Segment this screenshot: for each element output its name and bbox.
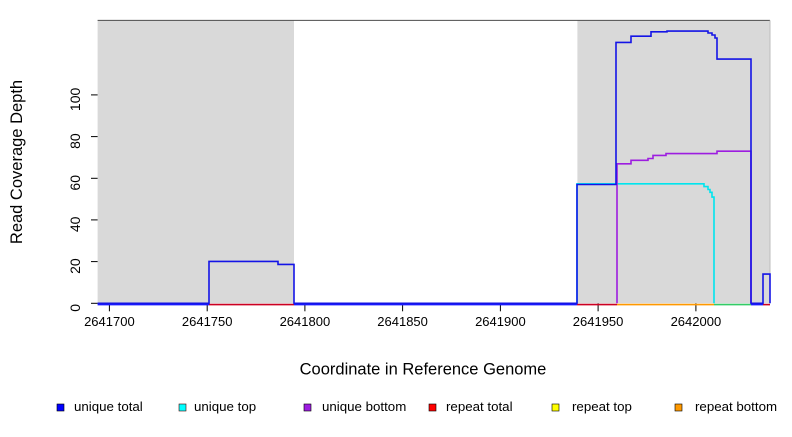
svg-text:unique top: unique top [194, 399, 256, 414]
svg-text:unique total: unique total [74, 399, 143, 414]
svg-text:repeat bottom: repeat bottom [695, 399, 777, 414]
svg-text:2642000: 2642000 [671, 314, 722, 329]
svg-text:2641950: 2641950 [573, 314, 624, 329]
svg-text:60: 60 [67, 175, 83, 191]
svg-text:repeat top: repeat top [572, 399, 632, 414]
svg-text:20: 20 [67, 258, 83, 274]
svg-text:unique bottom: unique bottom [322, 399, 406, 414]
svg-text:100: 100 [67, 88, 83, 112]
svg-text:repeat total: repeat total [446, 399, 513, 414]
svg-text:2641800: 2641800 [280, 314, 331, 329]
svg-text:0: 0 [67, 304, 83, 312]
svg-text:2641700: 2641700 [84, 314, 135, 329]
svg-text:80: 80 [67, 133, 83, 149]
svg-text:2641750: 2641750 [182, 314, 233, 329]
svg-text:Read Coverage Depth: Read Coverage Depth [8, 80, 26, 244]
svg-text:Coordinate in Reference Genome: Coordinate in Reference Genome [300, 361, 547, 379]
svg-text:40: 40 [67, 216, 83, 232]
svg-text:2641850: 2641850 [377, 314, 428, 329]
svg-text:2641900: 2641900 [475, 314, 526, 329]
